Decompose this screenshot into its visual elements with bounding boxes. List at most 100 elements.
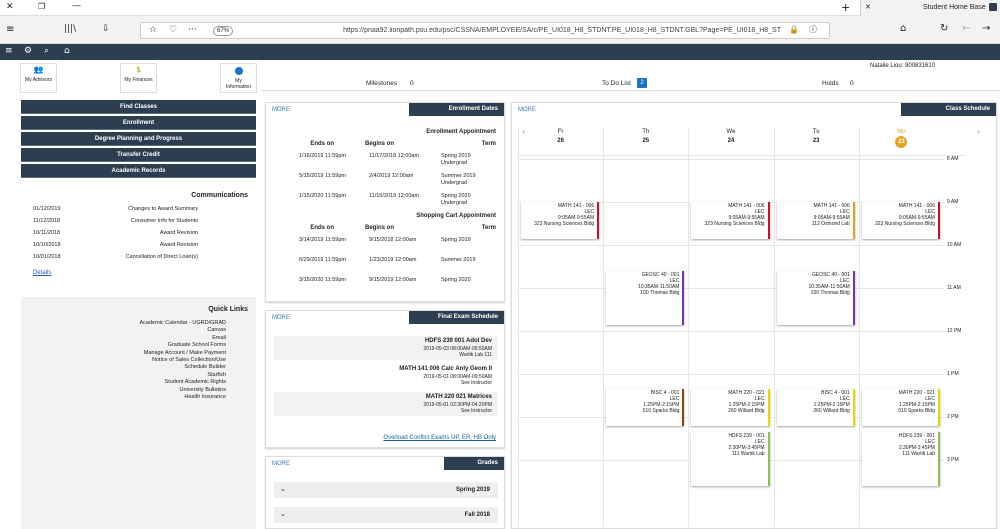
- quick-link[interactable]: University Bulletins: [179, 386, 226, 393]
- class-event[interactable]: MATH 141 - 006 LEC 9:05AM-9:55AM 112 Osmond…: [776, 202, 855, 239]
- grades-term-spring[interactable]: ⌄ Spring 2019: [274, 482, 498, 498]
- class-event[interactable]: MATH 220 - 021 LEC 1:25PM-2:15PM 010 Sparks…: [861, 389, 940, 426]
- communication-label[interactable]: Changes to Award Summary: [128, 206, 198, 212]
- class-event[interactable]: GEOSC 40 - 001 LEC 10:35AM-11:50AM 100 Thom…: [776, 270, 855, 325]
- quick-link[interactable]: Student Academic Rights: [164, 379, 226, 386]
- prev-week-icon[interactable]: ‹: [522, 127, 526, 136]
- milestones-label[interactable]: Milestones: [366, 80, 398, 87]
- reload-icon[interactable]: ↻: [940, 23, 949, 34]
- quick-link[interactable]: Notice of Sales Collection/Use: [152, 357, 226, 363]
- quick-link[interactable]: Starfish: [207, 371, 226, 378]
- cart-begins: 9/15/2019 12:00am: [369, 277, 417, 283]
- final-exam-time: 2019-05-01 02:30PM-04:20PM: [423, 402, 492, 408]
- quick-link[interactable]: Schedule Builder: [184, 364, 226, 371]
- class-event[interactable]: BISC 4 - 001 LEC 1:25PM-2:15PM 010 Sparks B…: [606, 389, 685, 426]
- downloads-icon[interactable]: ⇩: [102, 24, 110, 34]
- holds-label[interactable]: Holds: [822, 80, 839, 87]
- class-event-line: HDFS 239 - 001: [898, 433, 935, 440]
- home-nav-icon[interactable]: ⌂: [64, 46, 70, 56]
- grades-term-fall[interactable]: ⌄ Fall 2018: [274, 507, 498, 523]
- class-event-line: LEC: [925, 209, 935, 215]
- todo-label[interactable]: To Do List: [602, 80, 631, 87]
- communication-label[interactable]: Cancellation of Direct Loan(s): [125, 254, 198, 260]
- library-icon[interactable]: |||\: [64, 24, 77, 34]
- class-event-line: GEOSC 40 - 001: [641, 271, 680, 278]
- quick-link[interactable]: Health Insurance: [184, 394, 226, 400]
- holds-counter[interactable]: 0: [850, 80, 860, 87]
- enrollment-term: Spring 2019 Undergrad: [441, 153, 471, 166]
- search-icon[interactable]: ⌕: [44, 46, 50, 56]
- new-tab-icon[interactable]: +: [841, 1, 851, 14]
- class-event-line: BISC 4 - 001: [650, 390, 680, 397]
- quick-link[interactable]: Email: [212, 334, 226, 341]
- class-event[interactable]: MATH 141 - 006 LEC 9:05AM-9:55AM 323 Nursin…: [691, 202, 770, 239]
- details-link[interactable]: Details: [33, 270, 52, 276]
- nav-transfer-credit[interactable]: Transfer Credit: [21, 148, 256, 162]
- tile-label: My Information: [225, 78, 251, 90]
- star-icon[interactable]: ☆: [149, 25, 158, 35]
- home-icon[interactable]: ⌂: [900, 23, 907, 34]
- close-window-icon[interactable]: ✕: [6, 2, 14, 12]
- nav-academic-records[interactable]: Academic Records: [21, 164, 256, 178]
- next-week-icon[interactable]: ›: [977, 127, 981, 136]
- nav-find-classes[interactable]: Find Classes: [21, 100, 256, 114]
- nav-menu-icon[interactable]: ≡: [5, 46, 13, 56]
- class-event[interactable]: GEOSC 40 - 001 LEC 10:35AM-11:50AM 100 Thom…: [606, 270, 685, 325]
- page-actions-icon[interactable]: ···: [188, 25, 197, 35]
- final-exam-course: MATH 141 006 Calc Anly Geom II: [399, 366, 492, 372]
- finals-more-link[interactable]: MORE: [272, 315, 290, 321]
- enrollment-begins: 11/17/2018 12:00am: [369, 153, 420, 159]
- nav-enrollment[interactable]: Enrollment: [21, 116, 256, 130]
- pocket-icon[interactable]: ♡: [169, 25, 178, 35]
- tab-close-icon[interactable]: ✕: [865, 3, 871, 11]
- browser-tab[interactable]: + ✕ Student Home Base: [841, 0, 1000, 16]
- quick-link[interactable]: Manage Account / Make Payment: [143, 349, 226, 356]
- class-event-line: GEOSC 40 - 001: [811, 271, 850, 278]
- time-label: 10 AM: [947, 242, 962, 248]
- zoom-indicator[interactable]: 67%: [213, 26, 234, 36]
- info-icon[interactable]: ⓘ: [809, 25, 817, 34]
- menu-hamburger-icon[interactable]: ≡: [6, 24, 15, 35]
- quick-links-title: Quick Links: [208, 306, 248, 313]
- url-text[interactable]: https://pnaa92.lionpath.psu.edu/psc/CSSN…: [343, 27, 781, 34]
- tile-my-advisors[interactable]: 👥 My Advisors: [20, 63, 57, 93]
- quick-link[interactable]: Graduate School Forms: [167, 342, 226, 349]
- forward-icon[interactable]: ←: [962, 23, 971, 34]
- back-icon[interactable]: →: [982, 23, 991, 34]
- class-event[interactable]: HDFS 239 - 001 LEC 2:30PM-3:45PM 111 Wartik…: [861, 432, 940, 486]
- class-event-line: 9:05AM-9:55AM: [558, 215, 595, 221]
- day-header: We 24: [688, 127, 773, 155]
- enrollment-more-link[interactable]: MORE: [272, 107, 290, 113]
- holds-count: 0: [850, 80, 854, 87]
- todo-count-badge[interactable]: 2: [637, 78, 647, 88]
- quick-link[interactable]: Academic Calendar - UGRD/GRAD: [139, 320, 227, 326]
- grades-more-link[interactable]: MORE: [272, 461, 290, 467]
- class-event[interactable]: HDFS 239 - 001 LEC 2:30PM-3:45PM 111 Wartik…: [691, 432, 770, 486]
- communication-label[interactable]: Award Revision: [159, 230, 198, 236]
- grades-term-label: Fall 2018: [464, 512, 490, 518]
- time-label: 9 AM: [947, 199, 959, 205]
- address-bar[interactable]: ☆ ♡ ··· 67% https://pnaa92.lionpath.psu.…: [140, 22, 830, 39]
- settings-gear-icon[interactable]: ⚙: [24, 46, 33, 56]
- final-exam-location: See Instructor: [460, 380, 492, 386]
- person-icon: [234, 67, 243, 75]
- class-event-line: BISC 4 - 001: [821, 390, 850, 397]
- overload-conflict-link[interactable]: Overload Conflict Exams UP, ER, HB Only: [383, 435, 496, 441]
- class-event[interactable]: MATH 141 - 006 LEC 9:05AM-9:55AM 323 Nursin…: [521, 202, 600, 239]
- class-event[interactable]: BISC 4 - 001 LEC 1:25PM-2:15PM 260 Willard …: [776, 389, 855, 426]
- class-event-line: LEC: [754, 396, 765, 403]
- time-label: 12 PM: [947, 328, 962, 334]
- enrollment-ends: 1/16/2019 11:59pm: [299, 153, 346, 159]
- nav-degree-planning[interactable]: Degree Planning and Progress: [21, 132, 256, 146]
- minimize-window-icon[interactable]: —: [72, 1, 81, 11]
- class-event[interactable]: MATH 220 - 021 LEC 1:25PM-2:15PM 260 Willar…: [691, 389, 770, 426]
- schedule-more-link[interactable]: MORE: [518, 107, 536, 113]
- communication-label[interactable]: Consumer Info for Students: [130, 218, 198, 224]
- tile-my-finances[interactable]: $ My Finances: [120, 63, 157, 93]
- tile-my-information[interactable]: My Information: [220, 63, 257, 93]
- class-event-line: LEC: [754, 209, 765, 215]
- restore-window-icon[interactable]: ❐: [38, 2, 46, 11]
- quick-link[interactable]: Canvas: [207, 327, 226, 334]
- communication-label[interactable]: Award Revision: [159, 242, 198, 248]
- class-event[interactable]: MATH 141 - 006 LEC 9:05AM-9:55AM 323 Nursin…: [861, 202, 940, 239]
